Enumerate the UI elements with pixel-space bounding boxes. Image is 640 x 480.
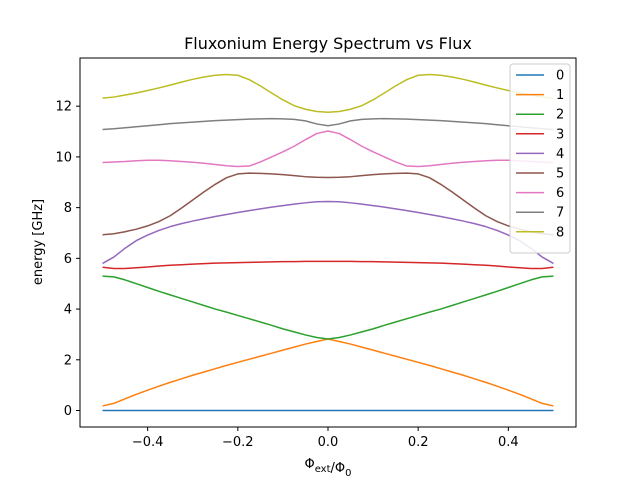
y-axis-label: energy [GHz] <box>31 199 46 285</box>
y-tick-label: 6 <box>64 252 72 267</box>
legend-label-7: 7 <box>556 206 564 221</box>
legend: 0 1 2 3 4 5 6 7 8 <box>509 63 571 254</box>
legend-label-1: 1 <box>556 88 564 103</box>
legend-label-6: 6 <box>556 186 564 201</box>
legend-box <box>509 63 571 254</box>
x-tick-label: 0.4 <box>498 435 519 450</box>
legend-label-3: 3 <box>556 127 564 142</box>
x-axis-label: Φext/Φ0 <box>304 457 351 479</box>
x-tick-label: 0.0 <box>318 435 339 450</box>
y-tick-label: 4 <box>64 303 72 318</box>
y-axis-ticks: 0 2 4 6 8 10 12 <box>55 100 80 419</box>
chart-title: Fluxonium Energy Spectrum vs Flux <box>184 34 472 53</box>
y-tick-label: 8 <box>64 201 72 216</box>
series-line-7 <box>102 117 554 131</box>
y-tick-label: 2 <box>64 353 72 368</box>
legend-label-0: 0 <box>556 69 564 84</box>
plot-lines <box>102 73 554 412</box>
y-tick-label: 10 <box>55 150 72 165</box>
series-line-2 <box>102 275 554 340</box>
legend-label-2: 2 <box>556 108 564 123</box>
legend-label-8: 8 <box>556 225 564 240</box>
legend-label-4: 4 <box>556 147 564 162</box>
series-line-3 <box>102 260 554 270</box>
series-line-6 <box>102 130 554 168</box>
x-tick-label: 0.2 <box>408 435 429 450</box>
x-tick-label: −0.4 <box>132 435 164 450</box>
series-line-4 <box>102 200 554 265</box>
series-line-5 <box>102 172 554 236</box>
y-tick-label: 0 <box>64 404 72 419</box>
x-tick-label: −0.2 <box>222 435 254 450</box>
series-line-8 <box>102 73 554 114</box>
x-axis-ticks: −0.4 −0.2 0.0 0.2 0.4 <box>132 427 519 450</box>
y-tick-label: 12 <box>55 100 72 115</box>
legend-label-5: 5 <box>556 167 564 182</box>
